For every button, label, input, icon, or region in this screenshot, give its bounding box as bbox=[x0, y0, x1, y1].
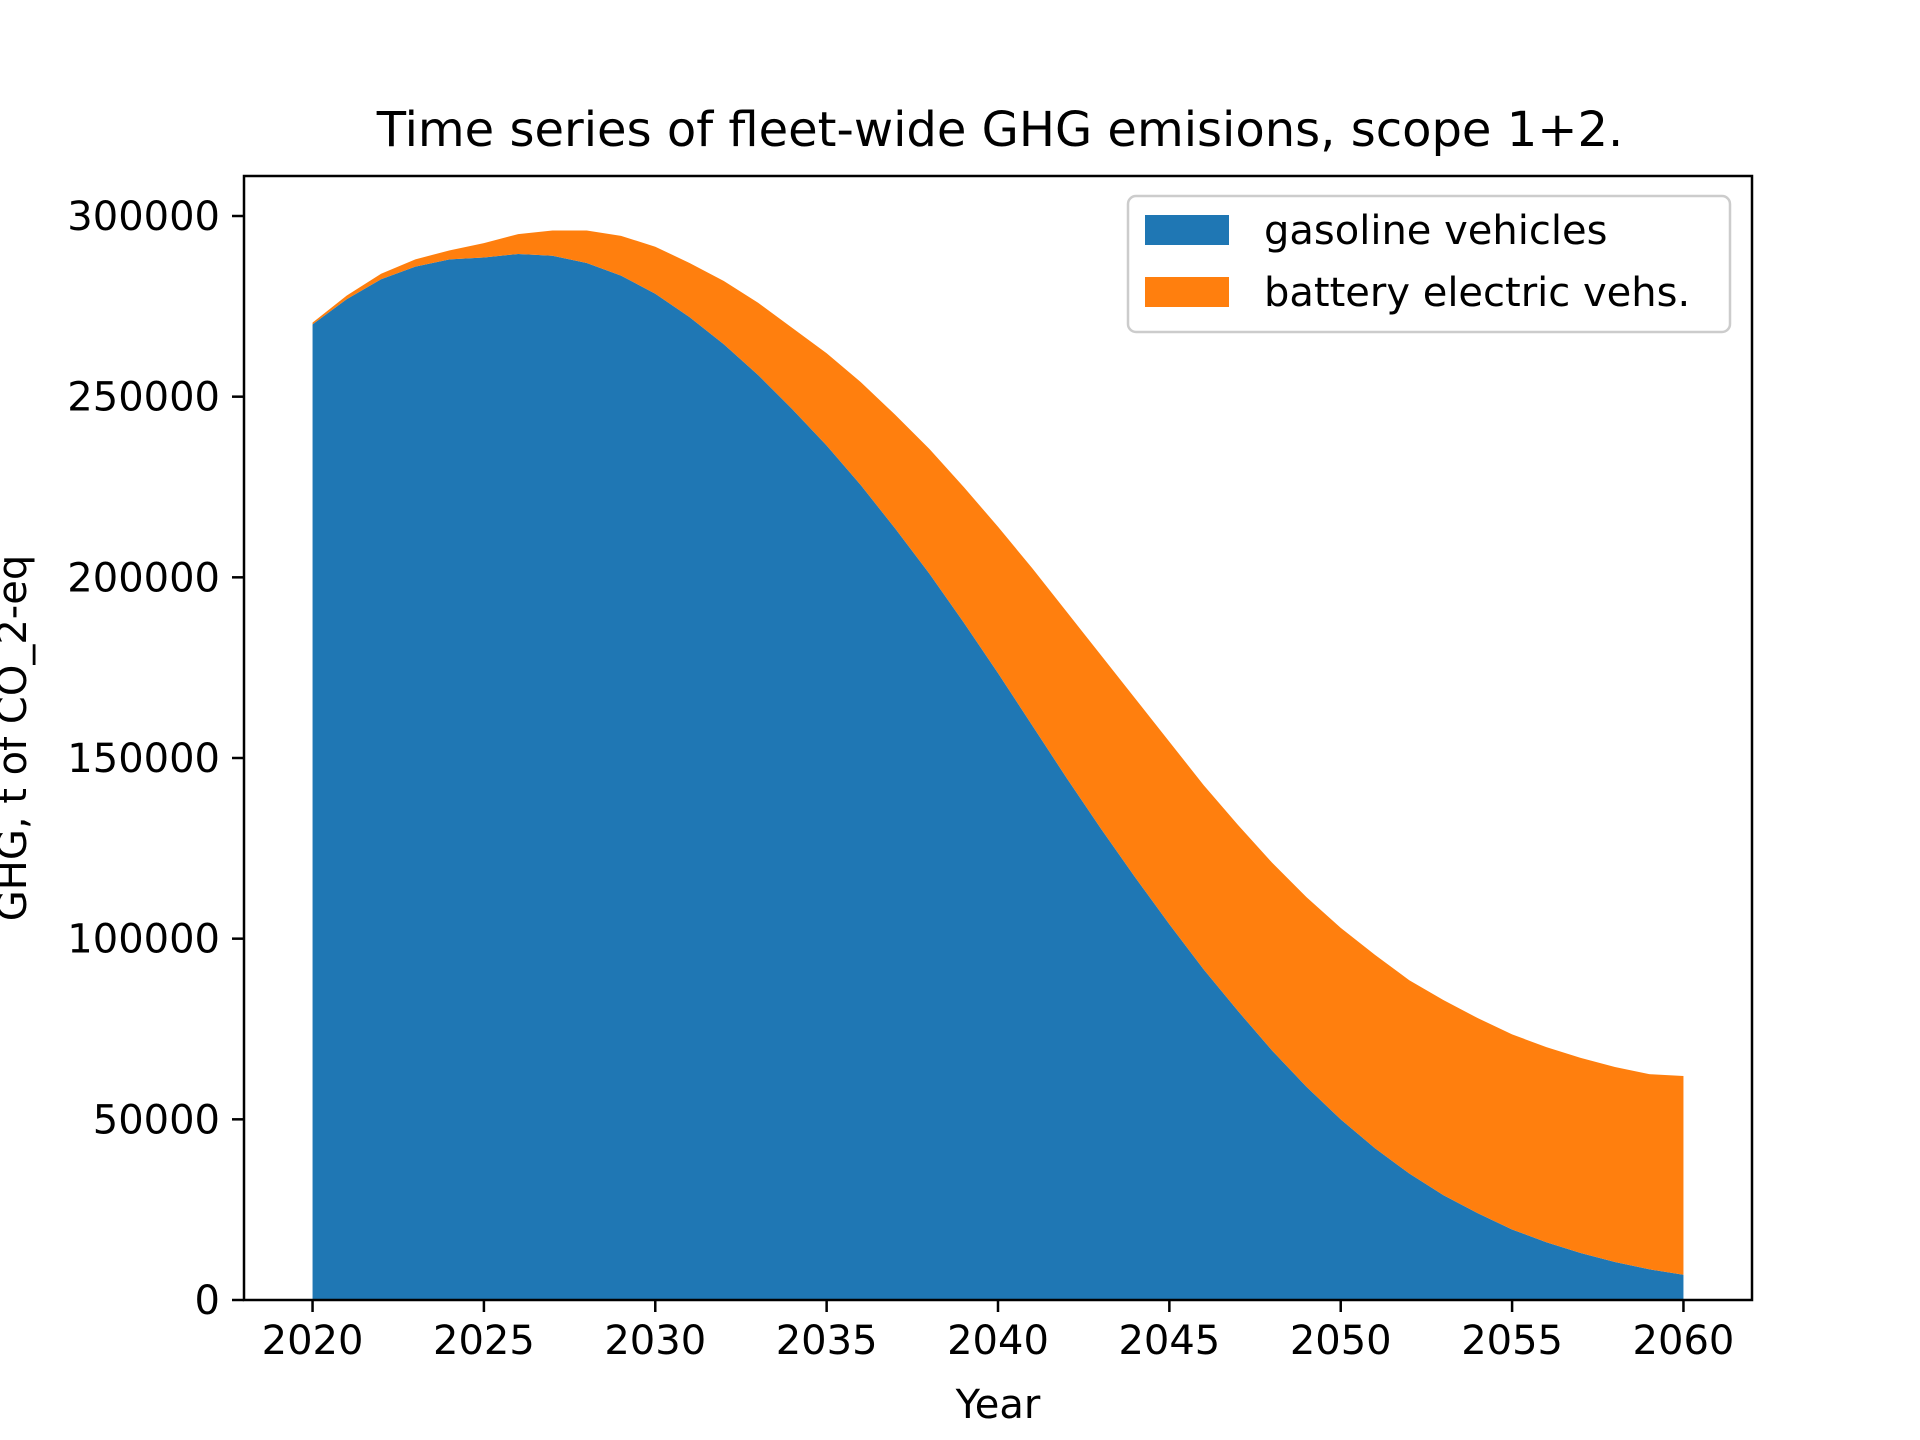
x-tick-label: 2055 bbox=[1461, 1318, 1563, 1364]
x-tick-label: 2035 bbox=[776, 1318, 878, 1364]
legend: gasoline vehicles battery electric vehs. bbox=[1126, 194, 1732, 334]
legend-swatch-bev bbox=[1145, 277, 1229, 307]
y-tick-label: 50000 bbox=[93, 1097, 220, 1143]
area-series-0 bbox=[312, 253, 1684, 1301]
y-tick-label: 0 bbox=[195, 1278, 220, 1324]
y-tick-label: 100000 bbox=[67, 917, 220, 963]
x-tick-label: 2045 bbox=[1118, 1318, 1220, 1364]
legend-label-gasoline: gasoline vehicles bbox=[1264, 208, 1607, 254]
y-axis-label: GHG, t of CO_2-eq bbox=[0, 555, 36, 921]
x-axis: 2020 2025 2030 2035 2040 2045 2050 2055 2060 bbox=[262, 1300, 1735, 1364]
legend-swatch-gasoline bbox=[1145, 215, 1229, 245]
x-tick-label: 2050 bbox=[1290, 1318, 1392, 1364]
x-tick-label: 2040 bbox=[947, 1318, 1049, 1364]
x-axis-label: Year bbox=[955, 1382, 1041, 1428]
plot-areas bbox=[312, 230, 1684, 1301]
x-tick-label: 2060 bbox=[1633, 1318, 1735, 1364]
y-tick-label: 300000 bbox=[67, 194, 220, 240]
x-tick-label: 2020 bbox=[262, 1318, 364, 1364]
y-tick-label: 200000 bbox=[67, 555, 220, 601]
chart-title: Time series of fleet-wide GHG emisions, … bbox=[376, 102, 1624, 158]
y-axis: 0 50000 100000 150000 200000 250000 300000 bbox=[67, 194, 244, 1324]
y-tick-label: 150000 bbox=[67, 736, 220, 782]
x-tick-label: 2030 bbox=[604, 1318, 706, 1364]
legend-frame bbox=[1126, 194, 1732, 334]
area-series-1 bbox=[312, 230, 1684, 1275]
y-tick-label: 250000 bbox=[67, 375, 220, 421]
legend-label-bev: battery electric vehs. bbox=[1264, 270, 1690, 316]
x-tick-label: 2025 bbox=[433, 1318, 535, 1364]
